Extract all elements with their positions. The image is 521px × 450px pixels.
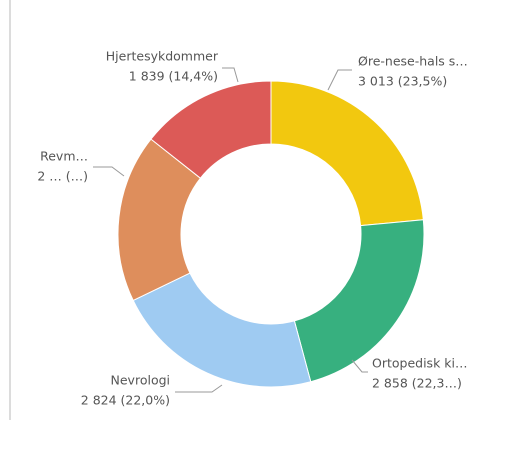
donut-segment [132, 272, 312, 388]
donut-segment [270, 80, 424, 227]
leader-line [327, 69, 352, 91]
donut-segment [150, 80, 272, 179]
segment-value-label: 1 839 (14,4%) [129, 69, 218, 84]
segment-value-label: 2 858 (22,3…) [372, 376, 462, 391]
segment-label: Revm… [40, 149, 88, 164]
leader-line [93, 166, 125, 177]
segment-label: Hjertesykdommer [106, 49, 219, 64]
leader-line [351, 359, 368, 373]
segment-label: Øre-nese-hals s… [358, 54, 468, 69]
segment-value-label: 2 … (…) [37, 169, 88, 184]
segment-label: Nevrologi [111, 373, 170, 388]
segment-value-label: 3 013 (23,5%) [358, 74, 447, 89]
leader-line [222, 67, 239, 83]
leader-line [175, 384, 223, 393]
segment-value-label: 2 824 (22,0%) [81, 393, 170, 408]
segment-label: Ortopedisk ki… [372, 356, 468, 371]
donut-segment [293, 219, 425, 383]
